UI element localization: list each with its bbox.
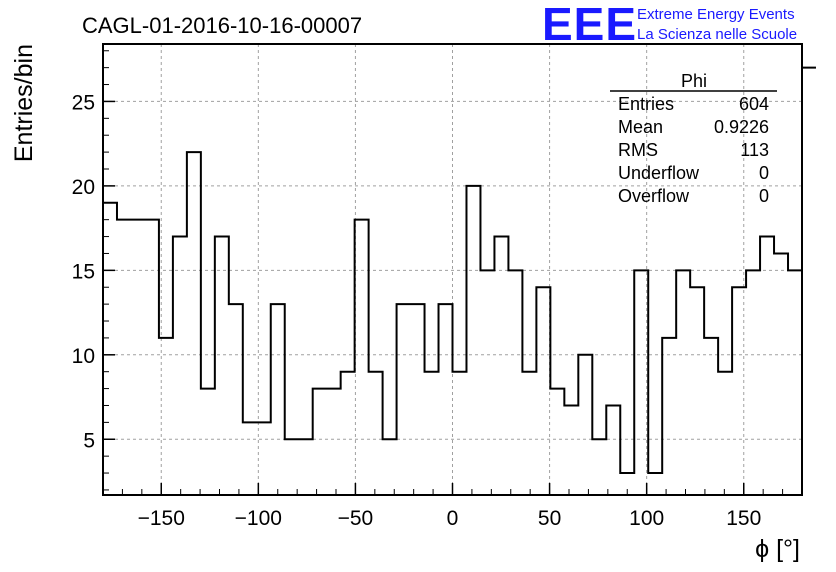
- histogram-bin: [578, 355, 592, 495]
- histogram-bin: [145, 220, 159, 495]
- stats-rms-value: 113: [740, 140, 769, 160]
- y-tick-label: 15: [72, 260, 95, 283]
- histogram-bin: [718, 372, 732, 495]
- histogram-bin: [215, 237, 229, 495]
- histogram-bin: [648, 473, 662, 495]
- histogram-bin: [494, 237, 508, 495]
- y-tick-label: 25: [72, 91, 95, 114]
- histogram-bin: [313, 389, 327, 495]
- stats-entries-label: Entries: [618, 94, 674, 114]
- histogram-bin: [522, 372, 536, 495]
- y-tick-label: 20: [72, 176, 95, 199]
- histogram-bin: [341, 372, 355, 495]
- histogram-bin: [439, 304, 453, 495]
- x-tick-label: 150: [726, 507, 761, 530]
- histogram-bin: [299, 439, 313, 495]
- histogram-bin: [606, 405, 620, 495]
- y-tick-label: 10: [72, 345, 95, 368]
- stats-title: Phi: [681, 71, 707, 91]
- histogram-bin: [201, 389, 215, 495]
- x-axis-title: ϕ [°]: [755, 535, 800, 563]
- y-tick-label: 5: [83, 429, 95, 452]
- histogram-bin: [327, 389, 341, 495]
- histogram-bins: [103, 68, 816, 495]
- histogram-bin: [802, 68, 816, 495]
- histogram-bin: [662, 338, 676, 495]
- histogram-bin: [550, 389, 564, 495]
- histogram-bin: [760, 237, 774, 495]
- histogram-bin: [690, 287, 704, 495]
- histogram-bin: [243, 422, 257, 495]
- axis-ticks: [102, 50, 803, 495]
- histogram-bin: [704, 338, 718, 495]
- histogram-outline: [103, 66, 816, 475]
- histogram-bin: [173, 237, 187, 495]
- histogram-bin: [466, 186, 480, 495]
- histogram-bin: [746, 270, 760, 495]
- stats-underflow-value: 0: [759, 163, 769, 183]
- x-tick-labels: −150 −100 −50 0 50 100 150: [138, 507, 762, 530]
- logo-mark: EEE: [542, 0, 637, 50]
- histogram-bin: [131, 220, 145, 495]
- histogram-bin: [676, 270, 690, 495]
- histogram-bin: [103, 203, 117, 495]
- stats-overflow-label: Overflow: [618, 186, 690, 206]
- histogram-bin: [634, 270, 648, 495]
- histogram-bin: [285, 439, 299, 495]
- stats-mean-label: Mean: [618, 117, 663, 137]
- stats-rms-label: RMS: [618, 140, 658, 160]
- y-tick-labels: 5 10 15 20 25: [72, 91, 95, 452]
- histogram-bin: [536, 287, 550, 495]
- x-tick-label: 50: [538, 507, 561, 530]
- histogram-bin: [508, 270, 522, 495]
- stats-box: Phi Entries 604 Mean 0.9226 RMS 113 Unde…: [610, 71, 777, 206]
- stats-entries-value: 604: [739, 94, 769, 114]
- histogram-bin: [229, 304, 243, 495]
- histogram-bin: [411, 304, 425, 495]
- histogram-bin: [788, 270, 802, 495]
- histogram-bin: [774, 253, 788, 495]
- histogram-bin: [425, 372, 439, 495]
- histogram-bin: [453, 372, 467, 495]
- histogram-bin: [159, 338, 173, 495]
- logo-line-1: Extreme Energy Events: [637, 6, 795, 23]
- histogram-bin: [187, 152, 201, 495]
- x-tick-label: 0: [447, 507, 459, 530]
- stats-mean-value: 0.9226: [714, 117, 769, 137]
- histogram-bin: [117, 220, 131, 495]
- logo-line-2: La Scienza nelle Scuole: [637, 26, 797, 43]
- histogram-bin: [369, 372, 383, 495]
- grid-lines: [103, 44, 802, 495]
- histogram-bin: [564, 405, 578, 495]
- stats-underflow-label: Underflow: [618, 163, 700, 183]
- histogram-bin: [355, 220, 369, 495]
- histogram-bin: [271, 304, 285, 495]
- x-tick-label: −150: [138, 507, 185, 530]
- x-tick-label: −100: [235, 507, 282, 530]
- y-axis-title: Entries/bin: [10, 44, 38, 162]
- eee-logo: EEE Extreme Energy Events La Scienza nel…: [542, 0, 797, 50]
- stats-overflow-value: 0: [759, 186, 769, 206]
- histogram-bin: [732, 287, 746, 495]
- chart-title: CAGL-01-2016-10-16-00007: [82, 13, 362, 38]
- x-tick-label: −50: [338, 507, 374, 530]
- histogram-bin: [397, 304, 411, 495]
- histogram-bin: [383, 439, 397, 495]
- histogram-bin: [592, 439, 606, 495]
- x-tick-label: 100: [629, 507, 664, 530]
- histogram-bin: [480, 270, 494, 495]
